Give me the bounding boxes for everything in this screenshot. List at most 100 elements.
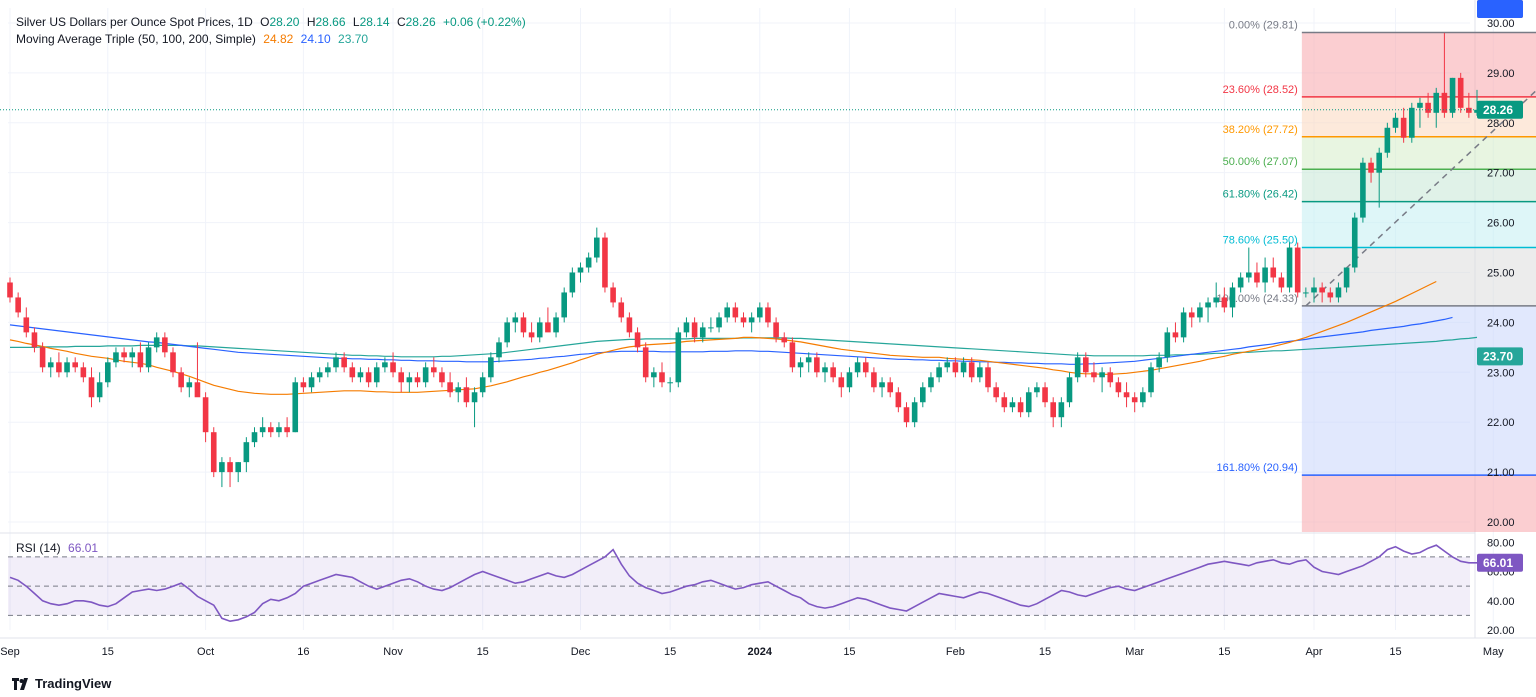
candle-up [382,357,388,373]
candle-body [594,237,600,258]
candle-body [1237,277,1244,288]
price-axis: 20.00 21.00 22.00 23.00 24.00 25.00 26.00 27.00… [1487,18,1515,529]
candle-down [1188,307,1195,328]
candle-up [1156,352,1162,373]
candle-body [349,367,356,378]
candle-body [390,362,396,373]
candle-down [1123,382,1130,408]
candle-body [1466,107,1472,113]
candle-body [765,307,771,323]
candle-up [357,367,364,383]
candle-down [88,367,95,408]
candle-body [23,317,30,333]
candle-body [903,407,910,423]
tradingview-icon [12,677,28,690]
candle-down [194,342,201,398]
candle-up [911,397,918,428]
candle-down [1368,157,1374,183]
candle-up [683,317,690,338]
candle-up [846,367,853,393]
candle-up [1074,352,1081,383]
candle-body [1050,402,1056,418]
candle-body [626,317,633,333]
candle-body [235,462,241,473]
candle-body [1441,92,1448,113]
candle-up [259,417,266,438]
ohlc-high: 28.66 [315,15,346,29]
candle-body [1009,402,1016,408]
candle-down [1327,287,1334,303]
candle-body [1164,332,1171,358]
ohlc-high-label: H [306,15,316,29]
candle-down [1107,367,1114,388]
candle-down [968,357,975,383]
candle-down [178,367,184,393]
candle-down [414,372,421,388]
candle-up [675,327,682,388]
candle-body [202,397,209,433]
candle-body [610,287,616,303]
candle-up [1262,257,1268,293]
candle-body [31,332,38,348]
candle-down [31,327,38,353]
candle-up [1229,282,1236,318]
candle-body [536,322,543,338]
candle-body [1343,267,1350,288]
candle-up [276,422,282,438]
candle-body [1278,277,1285,288]
candle-body [960,362,967,373]
candle-up [1164,327,1171,363]
fib-level-label: 61.80% (26.42) [1223,189,1298,201]
candle-up [235,462,241,483]
fib-level-label: 0.00% (29.81) [1229,19,1298,31]
candle-body [691,322,698,338]
candle-up [129,347,136,368]
candle-up [1311,277,1317,303]
candle-down [365,367,372,388]
price-tick-label: 22.00 [1487,417,1515,429]
price-tick-label: 21.00 [1487,467,1515,479]
candle-up [422,362,429,388]
candle-down [439,367,445,388]
candle-body [659,372,665,383]
candle-down [1042,382,1048,408]
candle-body [577,267,584,273]
candle-body [447,382,453,393]
time-tick-label: 2024 [748,646,773,658]
candle-body [292,382,299,433]
candle-body [1360,162,1366,218]
candle-up [186,377,193,398]
candle-body [773,322,779,338]
candle-down [887,377,893,398]
candle-body [1066,377,1073,403]
candle-body [1303,292,1309,294]
candle-body [699,327,706,338]
candle-body [1107,372,1114,383]
candle-body [1180,312,1187,338]
candle-body [911,402,918,423]
tradingview-logo[interactable]: TradingView [12,676,111,691]
ma200-tag: 23.70 [1477,347,1523,366]
candle-down [993,382,999,403]
candle-body [268,427,274,433]
candle-down [642,342,649,383]
candle-body [463,387,470,403]
ohlc-close-label: C [396,15,406,29]
candle-body [1417,102,1423,108]
candle-down [1457,72,1464,113]
candle-body [512,317,519,323]
time-tick-label: 15 [477,646,489,658]
candle-body [455,387,462,393]
time-tick-label: May [1483,646,1504,658]
candle-up [373,362,380,388]
candle-up [145,342,152,373]
candle-down [773,317,779,343]
candle-body [667,382,673,384]
candle-up [471,387,478,428]
candle-body [56,362,62,373]
candle-down [300,377,307,393]
candle-body [259,427,266,433]
candle-body [1074,357,1081,378]
candle-down [1050,397,1056,428]
